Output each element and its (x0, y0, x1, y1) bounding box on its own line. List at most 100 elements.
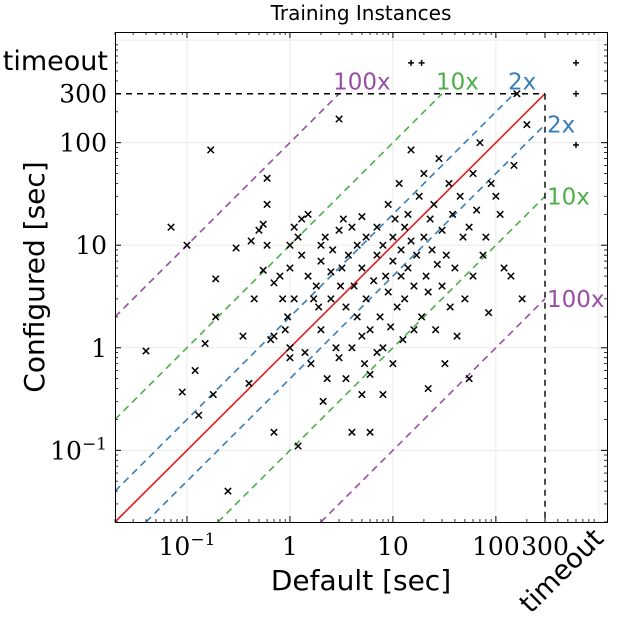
data-point (461, 295, 469, 303)
data-point (358, 264, 366, 272)
y-timeout-label: timeout (3, 46, 108, 77)
data-point (194, 411, 203, 419)
marker-stroke (469, 169, 477, 178)
data-point (304, 272, 312, 280)
data-point (389, 233, 397, 241)
data-point (379, 344, 387, 352)
marker-stroke (276, 272, 284, 280)
data-point (304, 210, 312, 219)
marker-stroke (389, 359, 397, 368)
marker-stroke (259, 220, 267, 229)
data-point (386, 323, 395, 331)
data-point (469, 272, 477, 280)
data-point (456, 192, 464, 201)
reference-label-2x-above: 2x (508, 70, 536, 96)
marker-stroke (379, 241, 387, 249)
marker-stroke (309, 295, 318, 303)
marker-stroke (472, 206, 481, 214)
data-point (307, 359, 315, 368)
marker-stroke (294, 233, 302, 241)
data-point (424, 384, 432, 393)
marker-stroke (384, 288, 392, 296)
data-point (353, 241, 361, 249)
data-point (339, 215, 348, 223)
marker-stroke (430, 200, 438, 209)
marker-stroke (247, 237, 255, 245)
marker-stroke (397, 272, 405, 280)
timeout-point (418, 59, 425, 66)
data-point (404, 210, 412, 219)
y-tick-label: 100 (59, 129, 107, 158)
data-point (232, 244, 240, 252)
reference-line-labels: 2x 2x 10x 10x 100x 100x (333, 70, 604, 313)
data-point (286, 353, 294, 362)
marker-stroke (424, 288, 432, 296)
marker-stroke (307, 359, 315, 368)
data-point (209, 390, 217, 399)
data-point (335, 226, 343, 234)
data-point (211, 313, 220, 321)
marker-stroke (263, 200, 271, 209)
marker-stroke (301, 348, 309, 357)
data-point (245, 379, 253, 388)
data-point (373, 223, 381, 231)
marker-stroke (373, 223, 381, 231)
data-point (438, 282, 446, 290)
reference-line-10x-above (114, 93, 443, 421)
marker-stroke (297, 251, 306, 259)
data-point (513, 90, 521, 98)
marker-stroke (321, 233, 329, 241)
data-point (362, 233, 370, 241)
chart-title: Training Instances (270, 1, 452, 25)
marker-stroke (281, 325, 289, 334)
data-point (270, 279, 278, 287)
marker-stroke (358, 212, 366, 221)
marker-stroke (286, 264, 294, 272)
marker-stroke (339, 215, 348, 223)
marker-stroke (500, 264, 508, 272)
y-tick-label: 1 (91, 334, 107, 363)
data-point (142, 347, 150, 355)
data-point (250, 295, 258, 303)
marker-stroke (523, 120, 531, 129)
marker-stroke (328, 246, 337, 254)
data-point (278, 295, 287, 303)
data-points (142, 59, 580, 495)
marker-stroke (211, 275, 220, 283)
marker-stroke (366, 428, 374, 436)
data-point (342, 374, 350, 383)
data-point (479, 251, 487, 259)
x-tick-label: 10−1 (159, 530, 216, 561)
marker-stroke (209, 390, 217, 399)
marker-stroke (245, 379, 253, 388)
tick-label-exponent: −1 (82, 434, 107, 454)
data-point (255, 226, 263, 234)
data-point (407, 237, 415, 245)
reference-label-100x-below: 100x (547, 287, 605, 313)
data-point (263, 200, 271, 209)
marker-stroke (476, 138, 484, 147)
data-point (441, 359, 449, 368)
data-point (263, 241, 271, 249)
marker-stroke (290, 295, 298, 303)
marker-stroke (319, 397, 327, 406)
reference-line-100x-below (320, 298, 546, 523)
marker-stroke (317, 241, 325, 249)
data-point (178, 388, 186, 396)
reference-label-100x-above: 100x (333, 70, 391, 96)
marker-stroke (191, 366, 199, 375)
timeout-point (408, 59, 415, 66)
marker-stroke (358, 264, 366, 272)
marker-stroke (317, 325, 325, 334)
marker-stroke (317, 257, 325, 265)
data-point (319, 397, 327, 406)
data-point (259, 266, 267, 274)
data-point (369, 277, 378, 285)
x-tick-label: 100 (472, 532, 520, 561)
data-point (270, 332, 278, 340)
marker-stroke (484, 308, 493, 317)
marker-stroke (314, 303, 323, 311)
timeout-point (573, 141, 580, 148)
marker-stroke (453, 332, 461, 340)
